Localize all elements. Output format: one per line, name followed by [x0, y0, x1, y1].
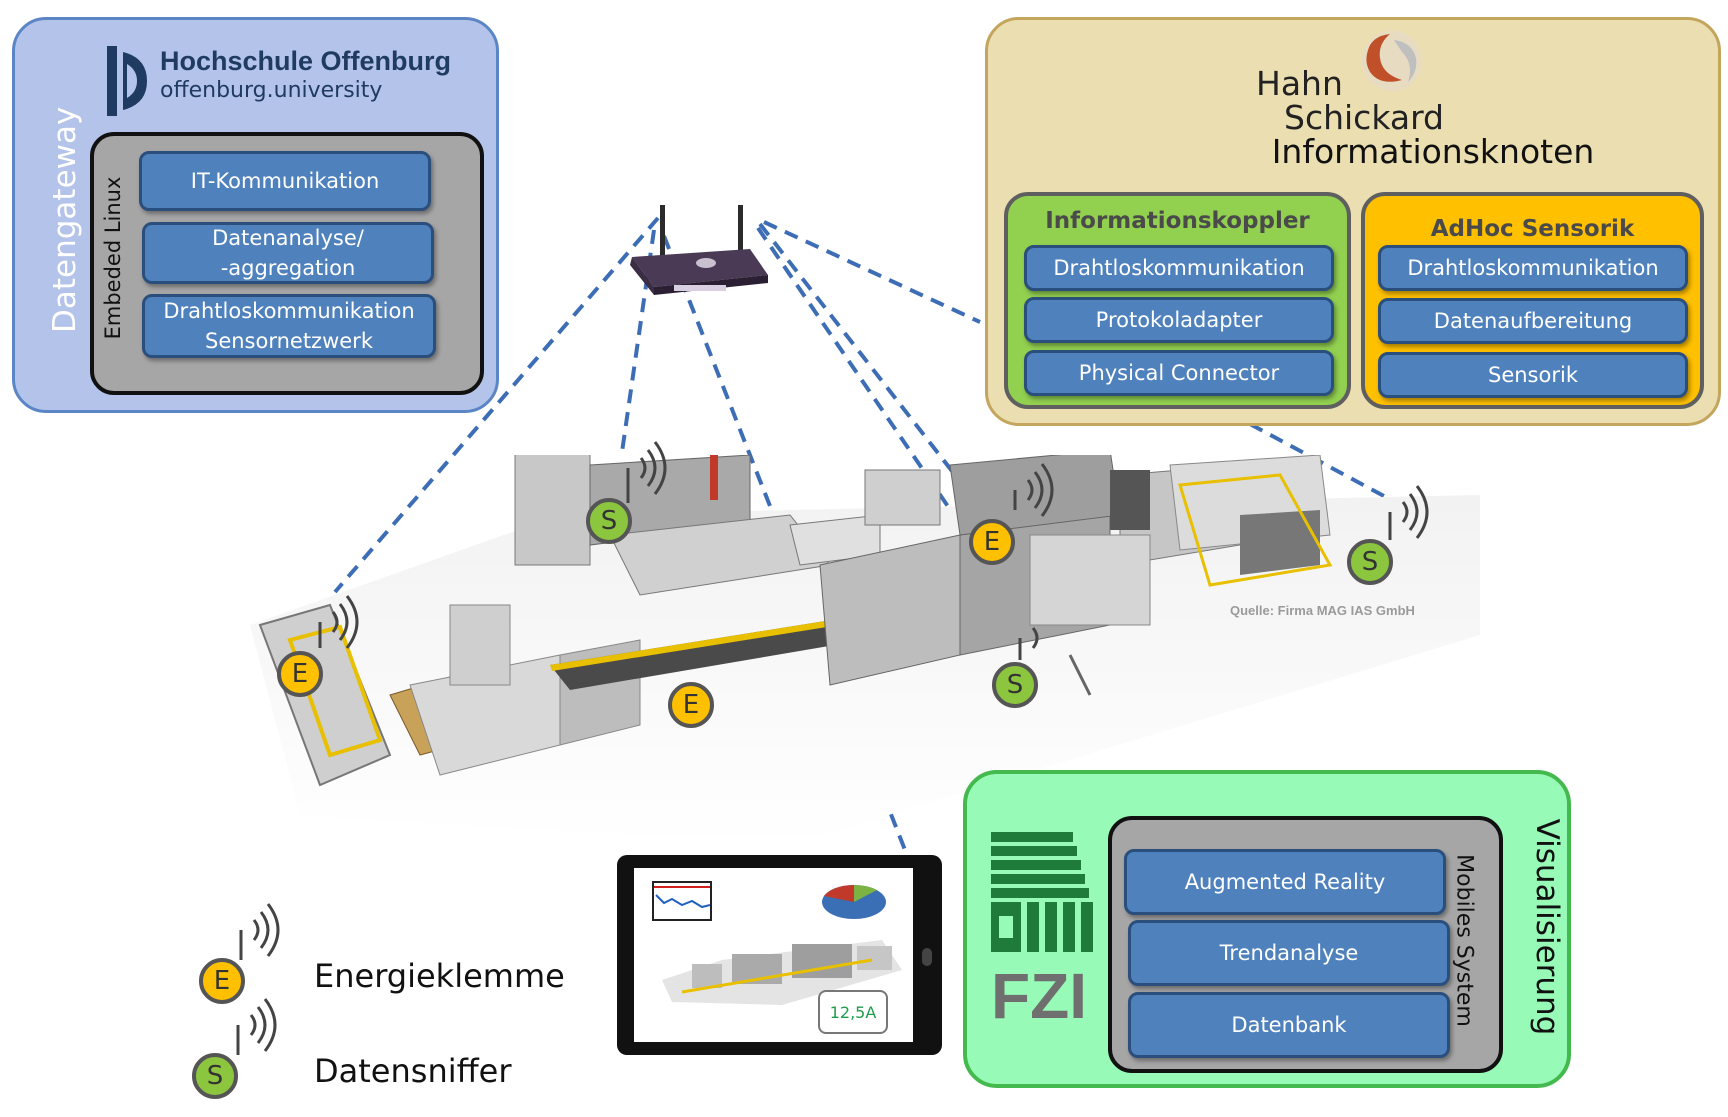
link-to-sniffer-mid	[756, 226, 1022, 614]
sniffer-node-right-letter: S	[1361, 547, 1379, 577]
legend-sniffer-icon: S	[192, 1053, 238, 1099]
tablet-factory-thumbnail	[662, 940, 902, 1005]
link-to-sniffer-top	[620, 229, 656, 453]
legend-energy-icon: E	[199, 958, 245, 1004]
tablet-current-value: 12,5A	[829, 1002, 877, 1022]
energy-node-mid[interactable]: E	[969, 519, 1015, 565]
tablet-pie-chart-icon	[822, 884, 886, 919]
hochschule-name: Hochschule Offenburg	[160, 46, 452, 76]
adhoc-drahtlos-box: Drahtloskommunikation	[1378, 245, 1688, 291]
hahn-logo-line2: Schickard	[1284, 98, 1445, 137]
hahn-schickard-logo-mark	[1362, 31, 1422, 91]
legend-energy-letter: E	[213, 966, 231, 996]
hochschule-offenburg-logo	[107, 46, 147, 116]
fzi-logo-text: FZI	[991, 960, 1087, 1022]
link-to-sniffer-right	[1249, 422, 1396, 504]
fzi-logo: FZI	[991, 832, 1093, 1022]
hochschule-url: offenburg.university	[160, 78, 383, 103]
energy-node-mid-letter: E	[983, 527, 1001, 557]
trendanalyse-box: Trendanalyse	[1128, 920, 1450, 986]
link-to-info-node	[763, 220, 981, 324]
mobiles-system-frame: Augmented Reality Trendanalyse Datenbank…	[1108, 816, 1503, 1073]
legend-energy-label: Energieklemme	[314, 957, 565, 995]
hahn-logo-line1: Hahn	[1256, 64, 1343, 103]
sniffer-node-mid[interactable]: S	[992, 662, 1038, 708]
koppler-drahtlos-box: Drahtloskommunikation	[1024, 245, 1334, 291]
energy-node-left-letter: E	[291, 659, 309, 689]
adhoc-sensorik-panel: AdHoc Sensorik Drahtloskommunikation Dat…	[1361, 192, 1704, 409]
augmented-reality-box: Augmented Reality	[1124, 849, 1446, 915]
datenanalyse-box: Datenanalyse/ -aggregation	[142, 222, 434, 284]
datengateway-panel: Datengateway Hochschule Offenburg offenb…	[12, 17, 499, 413]
energy-node-center[interactable]: E	[668, 682, 714, 728]
legend-sniffer-label: Datensniffer	[314, 1052, 512, 1090]
router-icon	[630, 205, 768, 295]
visualisierung-panel: FZI Augmented Reality Trendanalyse Daten…	[963, 770, 1571, 1088]
legend-sniffer-letter: S	[206, 1061, 224, 1091]
it-kommunikation-box: IT-Kommunikation	[139, 151, 431, 211]
tablet-current-reading: 12,5A	[818, 990, 888, 1034]
tablet-trend-chart-icon	[652, 881, 712, 921]
energy-node-center-letter: E	[682, 690, 700, 720]
drahtloskommunikation-sensornetzwerk-box: Drahtloskommunikation Sensornetzwerk	[142, 294, 436, 358]
sniffer-node-top[interactable]: S	[586, 498, 632, 544]
informationsknoten-panel: Hahn Schickard Informationsknoten Inform…	[985, 17, 1721, 426]
adhoc-sensorik-title: AdHoc Sensorik	[1430, 216, 1635, 242]
production-line-illustration: Quelle: Firma MAG IAS GmbH	[250, 455, 1480, 845]
informationskoppler-title: Informationskoppler	[1045, 208, 1310, 234]
link-to-left-energy	[333, 216, 660, 594]
source-note: Quelle: Firma MAG IAS GmbH	[1230, 603, 1415, 618]
sensorik-box: Sensorik	[1378, 352, 1688, 398]
embedded-linux-frame: Embeded Linux IT-Kommunikation Datenanal…	[90, 132, 484, 395]
physical-connector-box: Physical Connector	[1024, 350, 1334, 396]
datenbank-box: Datenbank	[1128, 992, 1450, 1058]
informationskoppler-panel: Informationskoppler Drahtloskommunikatio…	[1004, 192, 1351, 409]
tablet-device: 12,5A	[617, 855, 942, 1055]
energy-node-left[interactable]: E	[277, 651, 323, 697]
tablet-home-button[interactable]	[922, 948, 932, 966]
sniffer-node-mid-letter: S	[1006, 670, 1024, 700]
informationsknoten-title: Informationsknoten	[1271, 132, 1595, 171]
sniffer-node-right[interactable]: S	[1347, 539, 1393, 585]
protokoladapter-box: Protokoladapter	[1024, 297, 1334, 343]
datenaufbereitung-box: Datenaufbereitung	[1378, 298, 1688, 344]
tablet-screen: 12,5A	[634, 868, 913, 1042]
sniffer-node-top-letter: S	[600, 506, 618, 536]
